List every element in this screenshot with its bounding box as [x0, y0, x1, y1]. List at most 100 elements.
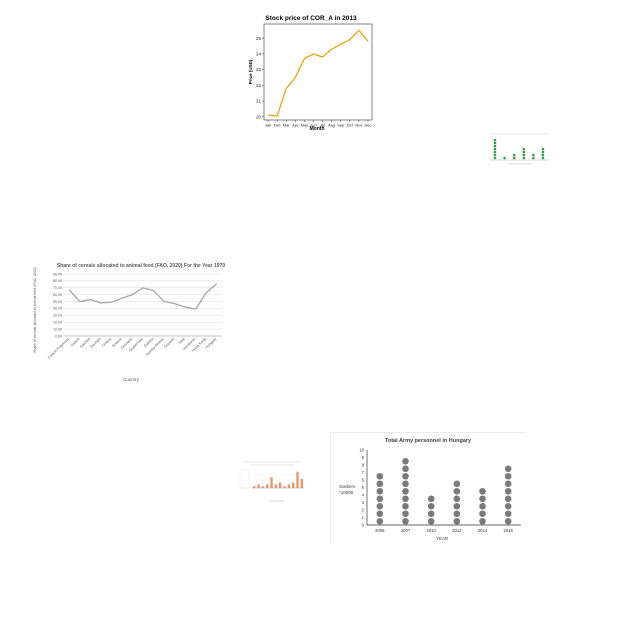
y-tick-label: 25 [256, 36, 262, 41]
y-axis-label-line-2: *10000 [339, 490, 354, 495]
data-dot [523, 148, 526, 151]
y-tick-label: 90.00 [53, 272, 62, 276]
y-axis-label: Price (USD) [248, 59, 253, 84]
x-tick-label: Haiti [178, 337, 186, 345]
chart-title: Total Army personnel in Hungary [385, 438, 472, 444]
data-dot [402, 518, 409, 525]
y-label-placeholder [240, 470, 249, 488]
data-bar [292, 483, 294, 488]
y-tick-label: 2 [362, 508, 365, 513]
y-tick-label: 20 [256, 114, 262, 119]
data-dot [505, 495, 512, 502]
stock-price-chart-svg: Stock price of COR_A in 2013 Month Price… [244, 10, 378, 135]
data-dot [402, 503, 409, 510]
y-tick-label: 4 [362, 493, 365, 498]
y-tick-label: 5 [362, 485, 365, 490]
x-tick-label: Georgia [89, 336, 102, 349]
data-dot [505, 518, 512, 525]
data-dot [402, 480, 409, 487]
data-dot [532, 154, 535, 157]
y-tick-label: 0.00 [55, 334, 62, 338]
x-tick-label: Jun [310, 123, 316, 128]
data-dot [402, 465, 409, 472]
data-dot [454, 503, 461, 510]
y-tick-label: 6 [362, 478, 365, 483]
data-dot [479, 503, 486, 510]
y-tick-label: 10 [359, 448, 364, 453]
series-line [268, 30, 368, 116]
data-dot [532, 157, 535, 160]
tiny-bar-chart-svg [238, 458, 306, 504]
x-tick-label: 2014 [478, 528, 488, 533]
y-tick-label: 3 [362, 500, 365, 505]
cereals-feed-chart: Share of cereals allocated to animal fee… [30, 258, 230, 388]
cereals-feed-chart-svg: Share of cereals allocated to animal fee… [30, 258, 230, 388]
series-line [69, 284, 216, 309]
data-dot [542, 154, 545, 157]
y-tick-label: 30.00 [53, 314, 62, 318]
data-dot [402, 495, 409, 502]
data-dot [542, 157, 545, 160]
y-tick-label: 40.00 [53, 307, 62, 311]
data-dot [402, 488, 409, 495]
data-dot [402, 510, 409, 517]
y-tick-label: 24 [256, 52, 262, 57]
x-tick-label: 2012 [452, 528, 462, 533]
tiny-dot-chart [478, 124, 554, 168]
data-dot [479, 495, 486, 502]
data-dot [479, 518, 486, 525]
data-dot [494, 151, 497, 154]
data-dot [402, 473, 409, 480]
data-dot [505, 503, 512, 510]
x-tick-label: Oct [347, 123, 354, 128]
data-dot [428, 510, 435, 517]
data-dot [479, 488, 486, 495]
y-axis-label-line-1: Soldiers [339, 484, 356, 489]
y-axis-label: Soldiers *10000 [339, 484, 356, 495]
x-tick-label: 2016 [504, 528, 514, 533]
y-tick-label: 21 [256, 99, 262, 104]
y-tick-label: 1 [362, 515, 365, 520]
tiny-dot-chart-svg [478, 124, 554, 168]
x-tick-label: May [301, 123, 309, 128]
data-dot [513, 157, 516, 160]
data-dot [377, 510, 384, 517]
y-tick-label: 20.00 [53, 321, 62, 325]
data-dot [428, 518, 435, 525]
stock-price-chart: Stock price of COR_A in 2013 Month Price… [244, 10, 378, 135]
data-dot [454, 480, 461, 487]
data-dot [494, 139, 497, 142]
data-dot [479, 510, 486, 517]
x-tick-label: Sep [337, 123, 345, 128]
data-dot [377, 503, 384, 510]
data-dot [513, 154, 516, 157]
y-tick-label: 8 [362, 463, 365, 468]
data-bar [283, 486, 285, 488]
x-tick-label: Aug [328, 123, 335, 128]
x-tick-label: 2008 [375, 528, 385, 533]
x-tick-label: Apr [292, 123, 299, 128]
data-dot [505, 510, 512, 517]
data-dot [428, 495, 435, 502]
data-dot [542, 148, 545, 151]
y-axis-label: Share of cereals allocated to animal fee… [33, 267, 37, 353]
data-dot [377, 518, 384, 525]
data-bar [262, 486, 264, 488]
data-bar [257, 484, 259, 488]
x-axis-label: YEAR [436, 536, 449, 541]
data-dot [505, 473, 512, 480]
y-tick-label: 50.00 [53, 300, 62, 304]
x-tick-label: Dec [364, 123, 371, 128]
data-dot [494, 157, 497, 160]
x-tick-label: 2010 [427, 528, 437, 533]
data-dot [494, 154, 497, 157]
data-bar [275, 484, 277, 488]
x-tick-label: Feb [274, 123, 282, 128]
data-dot [523, 157, 526, 160]
data-dot [523, 151, 526, 154]
data-dot [542, 151, 545, 154]
x-tick-label: Nov [355, 123, 362, 128]
data-dot [503, 157, 506, 160]
data-dot [454, 488, 461, 495]
x-tick-label: 2007 [401, 528, 411, 533]
